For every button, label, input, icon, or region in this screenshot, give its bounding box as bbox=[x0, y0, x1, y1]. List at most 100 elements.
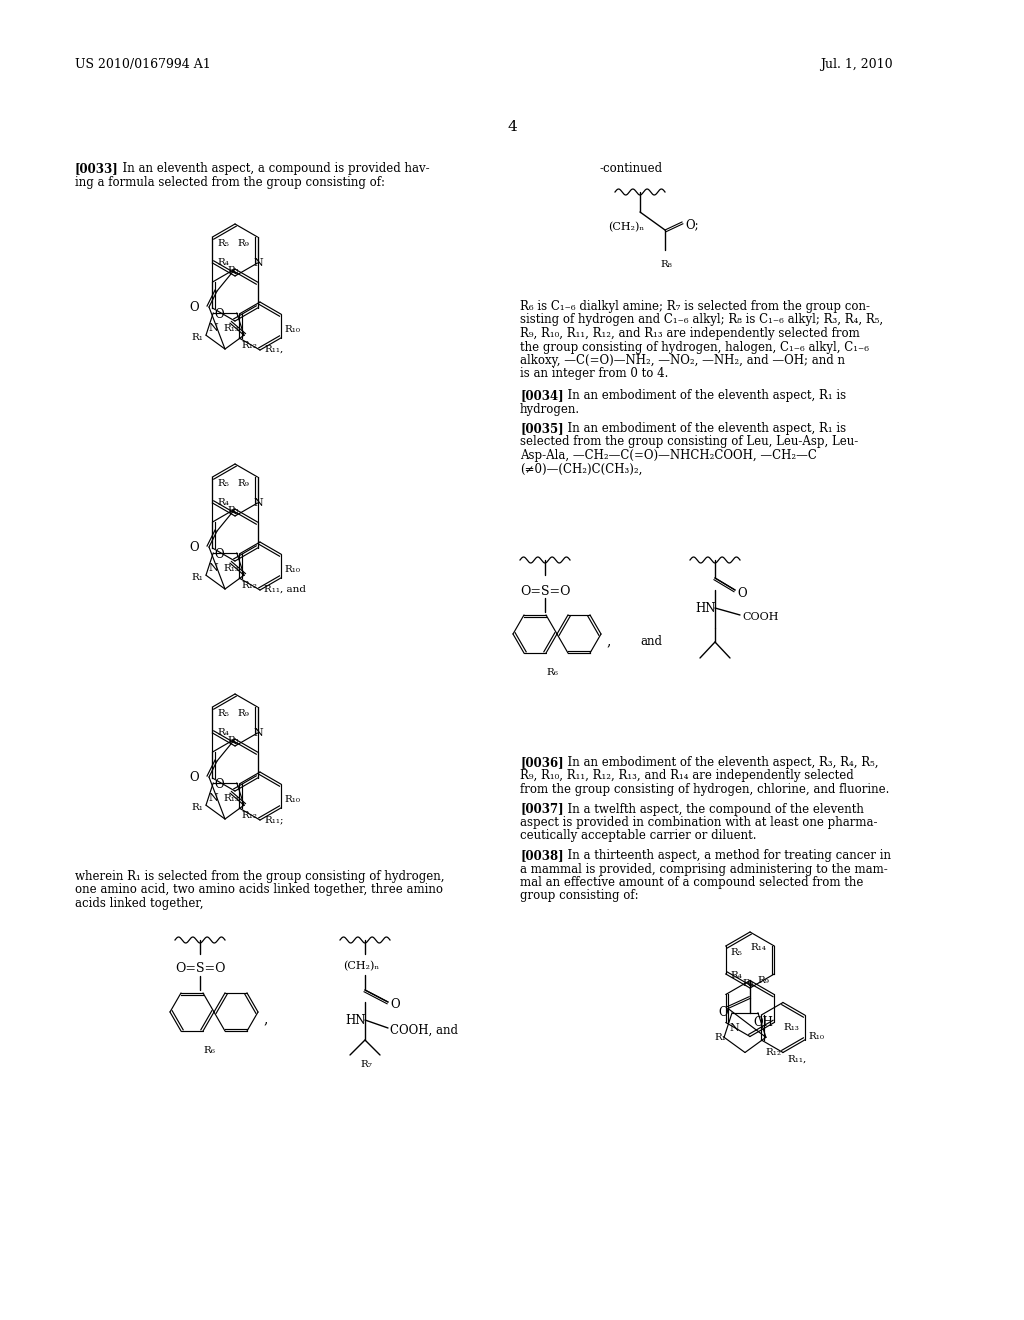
Text: In a thirteenth aspect, a method for treating cancer in: In a thirteenth aspect, a method for tre… bbox=[560, 849, 891, 862]
Text: R₁₀: R₁₀ bbox=[809, 1032, 824, 1041]
Text: selected from the group consisting of Leu, Leu-Asp, Leu-: selected from the group consisting of Le… bbox=[520, 436, 858, 449]
Text: In an embodiment of the eleventh aspect, R₁ is: In an embodiment of the eleventh aspect,… bbox=[560, 422, 846, 436]
Text: aspect is provided in combination with at least one pharma-: aspect is provided in combination with a… bbox=[520, 816, 878, 829]
Text: [0037]: [0037] bbox=[520, 803, 563, 816]
Text: R₁₀: R₁₀ bbox=[285, 325, 301, 334]
Text: R₇: R₇ bbox=[360, 1060, 372, 1069]
Text: [0038]: [0038] bbox=[520, 849, 563, 862]
Text: US 2010/0167994 A1: US 2010/0167994 A1 bbox=[75, 58, 211, 71]
Text: O: O bbox=[189, 301, 199, 314]
Text: R₁₂: R₁₂ bbox=[242, 341, 257, 350]
Text: mal an effective amount of a compound selected from the: mal an effective amount of a compound se… bbox=[520, 876, 863, 888]
Text: hydrogen.: hydrogen. bbox=[520, 403, 581, 416]
Text: R₉: R₉ bbox=[238, 709, 250, 718]
Text: N: N bbox=[254, 729, 263, 738]
Text: R₅: R₅ bbox=[217, 239, 229, 248]
Text: R₁: R₁ bbox=[191, 333, 203, 342]
Text: In an eleventh aspect, a compound is provided hav-: In an eleventh aspect, a compound is pro… bbox=[115, 162, 430, 176]
Text: [0035]: [0035] bbox=[520, 422, 563, 436]
Text: R₁₂: R₁₂ bbox=[242, 810, 257, 820]
Text: [0036]: [0036] bbox=[520, 756, 563, 770]
Text: R₁₂: R₁₂ bbox=[765, 1048, 781, 1057]
Text: ing a formula selected from the group consisting of:: ing a formula selected from the group co… bbox=[75, 176, 385, 189]
Text: OH: OH bbox=[753, 1016, 773, 1030]
Text: O: O bbox=[189, 540, 199, 553]
Text: N: N bbox=[254, 498, 263, 508]
Text: O=S=O: O=S=O bbox=[175, 962, 225, 975]
Text: R₁₃: R₁₃ bbox=[783, 1023, 800, 1032]
Text: [0034]: [0034] bbox=[520, 389, 563, 403]
Text: R₆: R₆ bbox=[546, 668, 558, 677]
Text: COOH, and: COOH, and bbox=[390, 1024, 458, 1038]
Text: R₄: R₄ bbox=[217, 729, 229, 737]
Text: R₃: R₃ bbox=[227, 737, 239, 744]
Text: ceutically acceptable carrier or diluent.: ceutically acceptable carrier or diluent… bbox=[520, 829, 757, 842]
Text: O;: O; bbox=[685, 218, 698, 231]
Text: R₁: R₁ bbox=[714, 1032, 726, 1041]
Text: one amino acid, two amino acids linked together, three amino: one amino acid, two amino acids linked t… bbox=[75, 883, 443, 896]
Text: R₁₃: R₁₃ bbox=[224, 323, 240, 333]
Text: R₁₄: R₁₄ bbox=[751, 942, 766, 952]
Text: N: N bbox=[729, 1023, 739, 1032]
Text: O=S=O: O=S=O bbox=[520, 585, 570, 598]
Text: R₁₁,: R₁₁, bbox=[787, 1055, 806, 1064]
Text: ,: , bbox=[606, 634, 610, 648]
Text: 4: 4 bbox=[507, 120, 517, 135]
Text: R₈: R₈ bbox=[660, 260, 672, 269]
Text: R₁: R₁ bbox=[191, 803, 203, 812]
Text: N: N bbox=[208, 323, 218, 333]
Text: from the group consisting of hydrogen, chlorine, and fluorine.: from the group consisting of hydrogen, c… bbox=[520, 783, 890, 796]
Text: R₁₂: R₁₂ bbox=[242, 581, 257, 590]
Text: (≠0)—(CH₂)C(CH₃)₂,: (≠0)—(CH₂)C(CH₃)₂, bbox=[520, 462, 642, 475]
Text: R₆: R₆ bbox=[203, 1045, 215, 1055]
Text: R₉: R₉ bbox=[238, 239, 250, 248]
Text: -continued: -continued bbox=[600, 162, 664, 176]
Text: R₉, R₁₀, R₁₁, R₁₂, R₁₃, and R₁₄ are independently selected: R₉, R₁₀, R₁₁, R₁₂, R₁₃, and R₁₄ are inde… bbox=[520, 770, 854, 783]
Text: HN: HN bbox=[345, 1014, 366, 1027]
Text: Jul. 1, 2010: Jul. 1, 2010 bbox=[820, 58, 893, 71]
Text: HN: HN bbox=[695, 602, 716, 615]
Text: O: O bbox=[214, 779, 224, 791]
Text: COOH: COOH bbox=[742, 612, 778, 622]
Text: R₆ is C₁₋₆ dialkyl amine; R₇ is selected from the group con-: R₆ is C₁₋₆ dialkyl amine; R₇ is selected… bbox=[520, 300, 870, 313]
Text: alkoxy, —C(=O)—NH₂, —NO₂, —NH₂, and —OH; and n: alkoxy, —C(=O)—NH₂, —NO₂, —NH₂, and —OH;… bbox=[520, 354, 845, 367]
Text: R₁: R₁ bbox=[191, 573, 203, 582]
Text: R₁₀: R₁₀ bbox=[285, 795, 301, 804]
Text: a mammal is provided, comprising administering to the mam-: a mammal is provided, comprising adminis… bbox=[520, 862, 888, 875]
Text: (CH₂)ₙ: (CH₂)ₙ bbox=[343, 961, 379, 972]
Text: N: N bbox=[208, 793, 218, 803]
Text: [0033]: [0033] bbox=[75, 162, 119, 176]
Text: is an integer from 0 to 4.: is an integer from 0 to 4. bbox=[520, 367, 669, 380]
Text: acids linked together,: acids linked together, bbox=[75, 898, 204, 909]
Text: R₅: R₅ bbox=[731, 948, 742, 957]
Text: O: O bbox=[737, 587, 746, 601]
Text: (CH₂)ₙ: (CH₂)ₙ bbox=[608, 222, 644, 232]
Text: In an embodiment of the eleventh aspect, R₃, R₄, R₅,: In an embodiment of the eleventh aspect,… bbox=[560, 756, 879, 770]
Text: O: O bbox=[390, 998, 399, 1011]
Text: R₉: R₉ bbox=[758, 975, 769, 985]
Text: N: N bbox=[208, 562, 218, 573]
Text: R₁₁,: R₁₁, bbox=[264, 345, 284, 354]
Text: ,: , bbox=[263, 1012, 267, 1026]
Text: group consisting of:: group consisting of: bbox=[520, 890, 639, 903]
Text: N: N bbox=[254, 257, 263, 268]
Text: R₁₁;: R₁₁; bbox=[264, 814, 284, 824]
Text: and: and bbox=[640, 635, 662, 648]
Text: R₄: R₄ bbox=[731, 972, 742, 979]
Text: In a twelfth aspect, the compound of the eleventh: In a twelfth aspect, the compound of the… bbox=[560, 803, 864, 816]
Text: R₃: R₃ bbox=[227, 267, 239, 275]
Text: R₃: R₃ bbox=[227, 506, 239, 515]
Text: O: O bbox=[718, 1006, 728, 1019]
Text: Asp-Ala, —CH₂—C(=O)—NHCH₂COOH, —CH₂—C: Asp-Ala, —CH₂—C(=O)—NHCH₂COOH, —CH₂—C bbox=[520, 449, 817, 462]
Text: R₅: R₅ bbox=[217, 479, 229, 488]
Text: R₁₃: R₁₃ bbox=[224, 793, 240, 803]
Text: R₄: R₄ bbox=[217, 257, 229, 267]
Text: R₃: R₃ bbox=[742, 979, 754, 987]
Text: In an embodiment of the eleventh aspect, R₁ is: In an embodiment of the eleventh aspect,… bbox=[560, 389, 846, 403]
Text: R₁₁, and: R₁₁, and bbox=[264, 585, 306, 594]
Text: O: O bbox=[189, 771, 199, 784]
Text: sisting of hydrogen and C₁₋₆ alkyl; R₈ is C₁₋₆ alkyl; R₃, R₄, R₅,: sisting of hydrogen and C₁₋₆ alkyl; R₈ i… bbox=[520, 314, 883, 326]
Text: wherein R₁ is selected from the group consisting of hydrogen,: wherein R₁ is selected from the group co… bbox=[75, 870, 444, 883]
Text: R₁₀: R₁₀ bbox=[285, 565, 301, 574]
Text: R₉, R₁₀, R₁₁, R₁₂, and R₁₃ are independently selected from: R₉, R₁₀, R₁₁, R₁₂, and R₁₃ are independe… bbox=[520, 327, 860, 341]
